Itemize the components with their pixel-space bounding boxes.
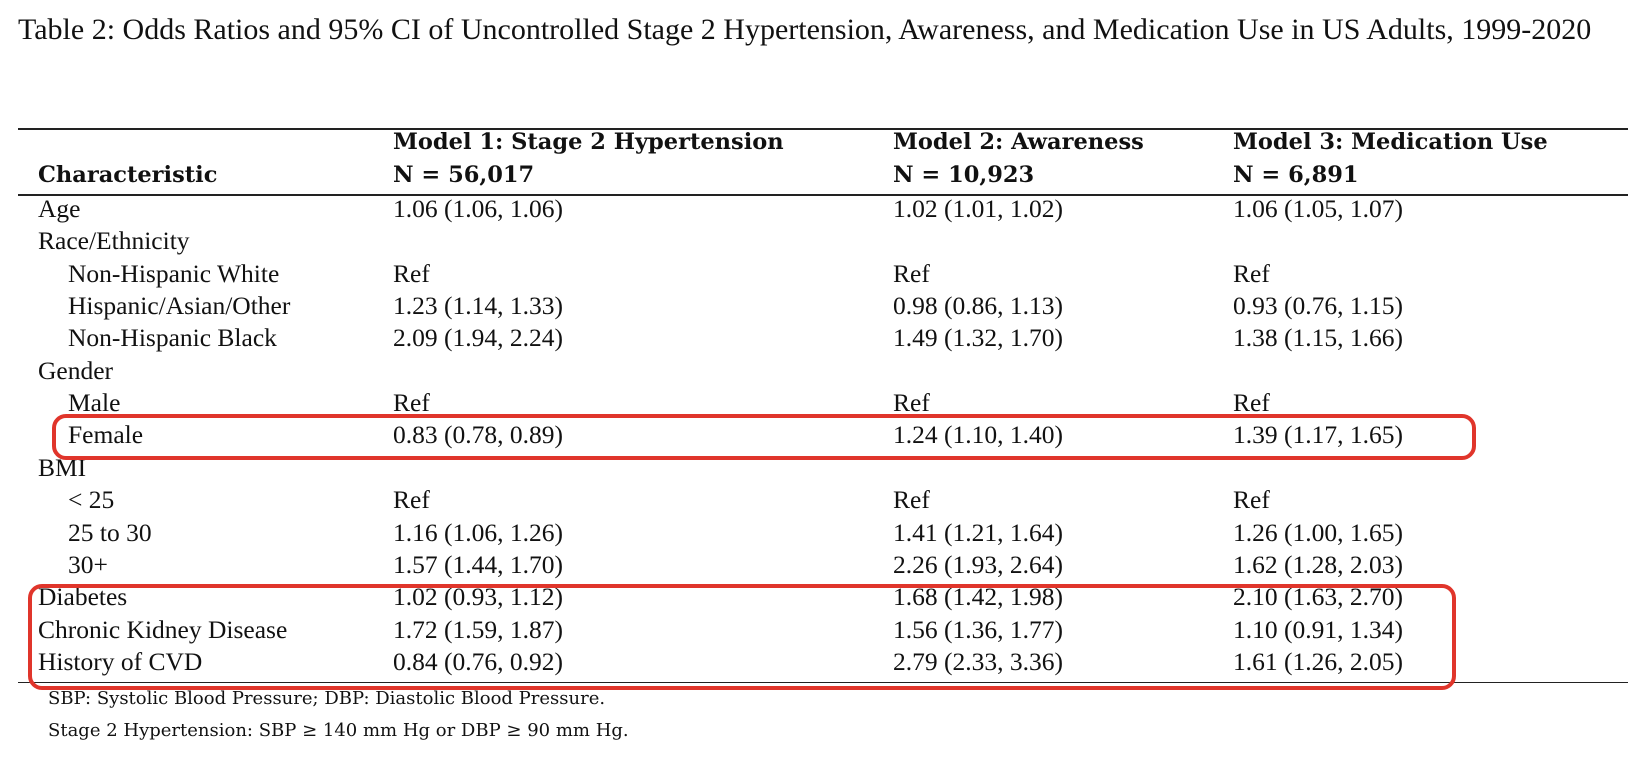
model3-value: 1.06 (1.05, 1.07) [1233, 194, 1403, 223]
model1-value: 0.84 (0.76, 0.92) [393, 646, 563, 676]
header-model1-n: N = 56,017 [393, 162, 535, 188]
model3-value: 1.39 (1.17, 1.65) [1233, 420, 1403, 450]
model2-value: 1.56 (1.36, 1.77) [893, 614, 1063, 644]
bottom-rule [18, 682, 1628, 683]
model3-value: 1.61 (1.26, 2.05) [1233, 646, 1403, 676]
model1-value: 1.16 (1.06, 1.26) [393, 517, 563, 547]
table-caption: Table 2: Odds Ratios and 95% CI of Uncon… [18, 13, 1592, 46]
model1-value: Ref [393, 258, 430, 288]
model2-value: 1.49 (1.32, 1.70) [893, 323, 1063, 353]
row-label: < 25 [68, 485, 115, 515]
header-model3-n: N = 6,891 [1233, 162, 1359, 188]
model3-value: 1.38 (1.15, 1.66) [1233, 323, 1403, 353]
row-label: 25 to 30 [68, 517, 152, 547]
model2-value: Ref [893, 258, 930, 288]
row-label: Male [68, 388, 121, 418]
model1-value: 1.57 (1.44, 1.70) [393, 549, 563, 579]
row-label: Non-Hispanic White [68, 258, 280, 288]
row-label: History of CVD [38, 646, 203, 676]
row-label: Female [68, 420, 144, 450]
model3-value: 1.62 (1.28, 2.03) [1233, 549, 1403, 579]
model2-value: 0.98 (0.86, 1.13) [893, 291, 1063, 321]
model1-value: 1.02 (0.93, 1.12) [393, 582, 563, 612]
model2-value: Ref [893, 485, 930, 515]
model2-value: 2.26 (1.93, 2.64) [893, 549, 1063, 579]
row-label: Gender [38, 355, 114, 385]
row-label: Non-Hispanic Black [68, 323, 277, 353]
header-characteristic: Characteristic [38, 162, 218, 188]
row-label: BMI [38, 452, 87, 482]
header-rule [18, 194, 1628, 196]
model3-value: Ref [1233, 485, 1270, 515]
header-model3-title: Model 3: Medication Use [1233, 129, 1548, 155]
row-label: Diabetes [38, 582, 128, 612]
model3-value: 0.93 (0.76, 1.15) [1233, 291, 1403, 321]
row-label: Chronic Kidney Disease [38, 614, 288, 644]
model3-value: Ref [1233, 258, 1270, 288]
model1-value: 1.06 (1.06, 1.06) [393, 194, 563, 223]
model1-value: Ref [393, 485, 430, 515]
model3-value: Ref [1233, 388, 1270, 418]
row-label: Race/Ethnicity [38, 226, 190, 256]
top-rule [18, 128, 1628, 130]
model2-value: 1.41 (1.21, 1.64) [893, 517, 1063, 547]
model3-value: 2.10 (1.63, 2.70) [1233, 582, 1403, 612]
footnote-definition: Stage 2 Hypertension: SBP ≥ 140 mm Hg or… [48, 720, 629, 741]
model1-value: 0.83 (0.78, 0.89) [393, 420, 563, 450]
model2-value: 1.68 (1.42, 1.98) [893, 582, 1063, 612]
model2-value: 2.79 (2.33, 3.36) [893, 646, 1063, 676]
model1-value: 1.72 (1.59, 1.87) [393, 614, 563, 644]
header-model2-title: Model 2: Awareness [893, 129, 1144, 155]
model1-value: 1.23 (1.14, 1.33) [393, 291, 563, 321]
row-label: Age [38, 194, 81, 223]
model2-value: Ref [893, 388, 930, 418]
model3-value: 1.10 (0.91, 1.34) [1233, 614, 1403, 644]
model2-value: 1.24 (1.10, 1.40) [893, 420, 1063, 450]
header-model2-n: N = 10,923 [893, 162, 1035, 188]
header-model1-title: Model 1: Stage 2 Hypertension [393, 129, 784, 155]
model1-value: Ref [393, 388, 430, 418]
model3-value: 1.26 (1.00, 1.65) [1233, 517, 1403, 547]
row-label: Hispanic/Asian/Other [68, 291, 291, 321]
model1-value: 2.09 (1.94, 2.24) [393, 323, 563, 353]
model2-value: 1.02 (1.01, 1.02) [893, 194, 1063, 223]
footnote-abbreviations: SBP: Systolic Blood Pressure; DBP: Diast… [48, 688, 606, 709]
row-label: 30+ [68, 549, 108, 579]
